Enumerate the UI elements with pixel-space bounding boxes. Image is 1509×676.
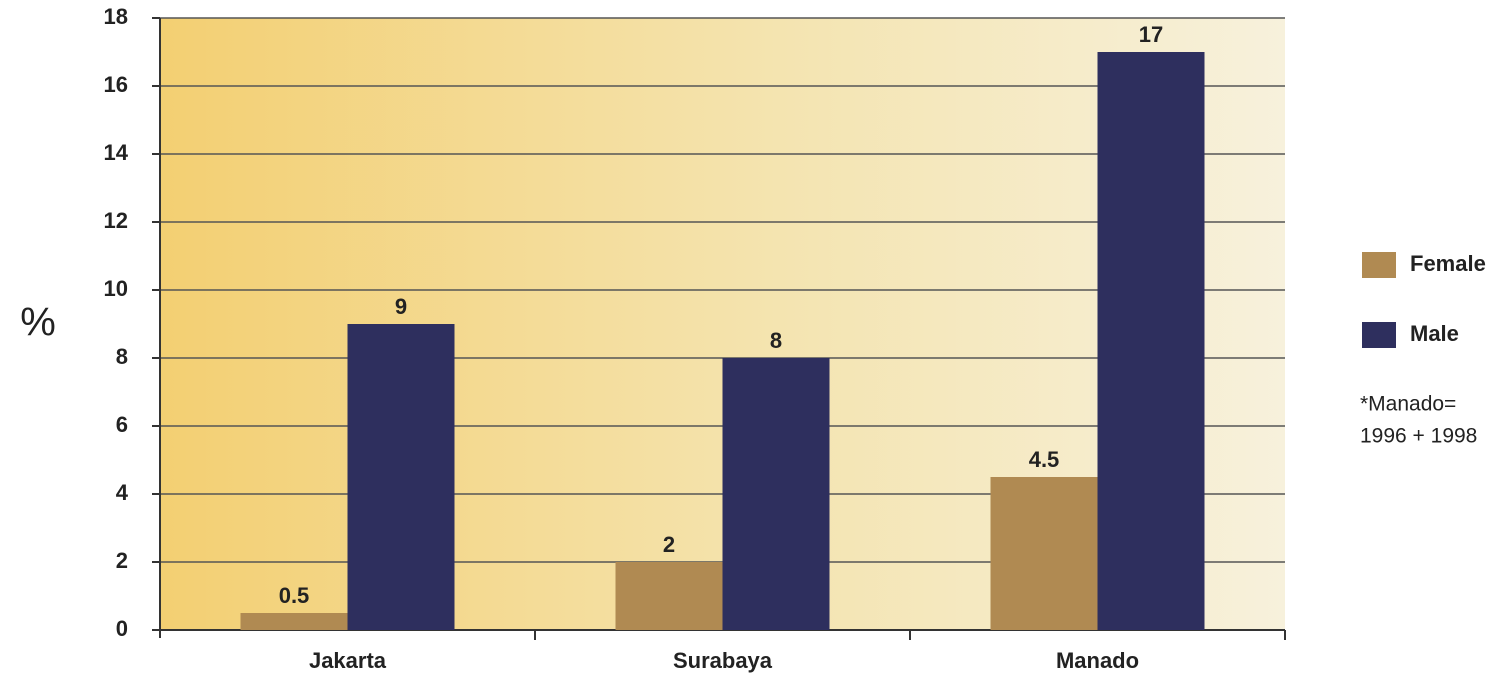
y-axis-label: % bbox=[20, 301, 56, 345]
legend-swatch bbox=[1362, 322, 1396, 348]
bar bbox=[347, 324, 455, 630]
data-label: 9 bbox=[395, 294, 407, 319]
data-label: 8 bbox=[770, 328, 782, 353]
x-tick-label: Surabaya bbox=[673, 648, 773, 673]
y-tick-label: 8 bbox=[116, 344, 128, 369]
bar bbox=[1097, 52, 1205, 630]
bar bbox=[615, 562, 723, 630]
y-tick-label: 10 bbox=[104, 276, 128, 301]
data-label: 17 bbox=[1139, 22, 1163, 47]
data-label: 0.5 bbox=[279, 583, 310, 608]
annotation: 1996 + 1998 bbox=[1360, 425, 1477, 448]
legend-label: Female bbox=[1410, 251, 1486, 276]
y-tick-label: 4 bbox=[116, 480, 129, 505]
bar bbox=[240, 613, 348, 630]
annotation: *Manado= bbox=[1360, 393, 1456, 416]
bar bbox=[722, 358, 830, 630]
x-tick-label: Jakarta bbox=[309, 648, 387, 673]
y-tick-label: 14 bbox=[104, 140, 129, 165]
data-label: 4.5 bbox=[1029, 447, 1060, 472]
bar bbox=[990, 477, 1098, 630]
y-tick-label: 16 bbox=[104, 72, 128, 97]
y-tick-label: 12 bbox=[104, 208, 128, 233]
legend-swatch bbox=[1362, 252, 1396, 278]
data-label: 2 bbox=[663, 532, 675, 557]
legend-label: Male bbox=[1410, 321, 1459, 346]
y-tick-label: 18 bbox=[104, 4, 128, 29]
y-tick-label: 2 bbox=[116, 548, 128, 573]
y-tick-label: 0 bbox=[116, 616, 128, 641]
x-tick-label: Manado bbox=[1056, 648, 1139, 673]
y-tick-label: 6 bbox=[116, 412, 128, 437]
